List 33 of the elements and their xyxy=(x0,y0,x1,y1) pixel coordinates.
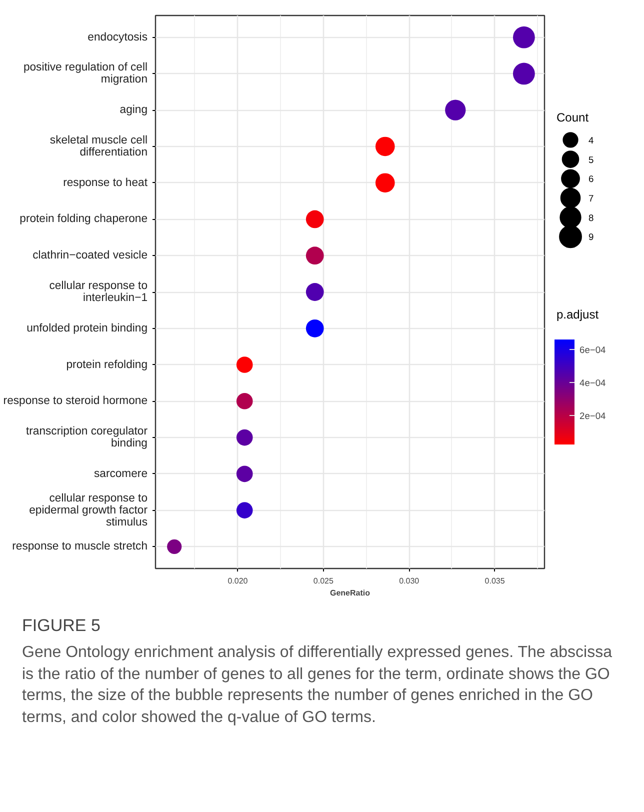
x-tick-label: 0.030 xyxy=(399,576,420,586)
x-axis-title: GeneRatio xyxy=(330,588,370,598)
y-tick-label: transcription coregulator binding xyxy=(26,426,148,450)
y-tick-label: positive regulation of cell migration xyxy=(23,62,148,86)
y-tick-label: cellular response to interleukin−1 xyxy=(49,280,148,304)
legend-label: 6 xyxy=(588,174,594,184)
color-bar-label: 4e−04 xyxy=(580,378,606,388)
y-tick-label: clathrin−coated vesicle xyxy=(32,250,148,262)
color-bar-title: p.adjust xyxy=(556,307,600,322)
y-tick-label: cellular response to epidermal growth factor stimulus xyxy=(29,492,148,528)
legend-title: Count xyxy=(556,110,590,124)
text: Gene Ontology enrichment analysis of differentially expressed genes. The abscissa is the ratio of the number of genes to all genes for the term, ordinate shows the GO terms, the size of the bubble represents the number of genes enriched in the GO terms, and color showed the q-value of GO terms. xyxy=(22,643,613,728)
y-tick-label: endocytosis xyxy=(88,31,148,44)
y-tick-label: response to muscle stretch xyxy=(12,540,148,553)
color-bar-label: 2e−04 xyxy=(580,410,606,421)
y-tick-label: sarcomere xyxy=(94,468,148,480)
legend-label: 8 xyxy=(588,212,594,223)
legend-label: 4 xyxy=(588,135,594,146)
x-tick-label: 0.035 xyxy=(484,576,506,586)
y-tick-label: aging xyxy=(120,104,148,116)
caption: FIGURE 5 xyxy=(22,615,100,637)
x-tick-label: 0.025 xyxy=(313,576,334,586)
legend-label: 7 xyxy=(588,193,594,204)
y-tick-label: unfolded protein binding xyxy=(26,322,148,334)
legend-label: 9 xyxy=(588,232,594,242)
y-tick-label: response to heat xyxy=(63,176,148,189)
y-tick-label: protein folding chaperone xyxy=(20,213,148,226)
legend-label: 5 xyxy=(588,154,594,165)
y-tick-label: protein refolding xyxy=(66,358,148,371)
y-tick-label: skeletal muscle cell differentiation xyxy=(50,134,148,158)
y-tick-label: response to steroid hormone xyxy=(3,395,148,408)
x-tick-label: 0.020 xyxy=(228,576,248,586)
color-bar-label: 6e−04 xyxy=(580,344,606,355)
